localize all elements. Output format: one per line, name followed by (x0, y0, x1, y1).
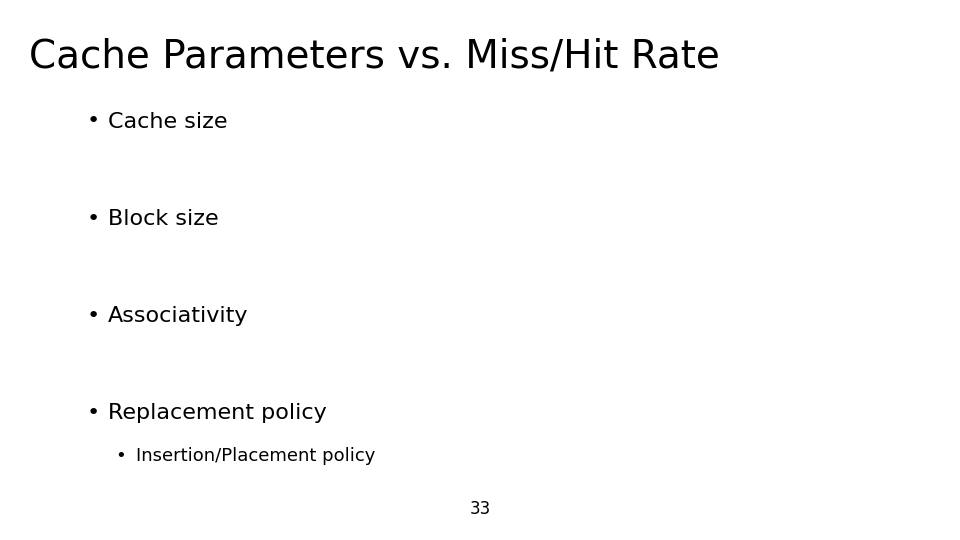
Text: •: • (86, 306, 100, 326)
Text: 33: 33 (469, 501, 491, 518)
Text: •: • (86, 111, 100, 132)
Text: Replacement policy: Replacement policy (108, 403, 326, 423)
Text: •: • (115, 447, 126, 465)
Text: Associativity: Associativity (108, 306, 248, 326)
Text: Block size: Block size (108, 208, 218, 229)
Text: •: • (86, 403, 100, 423)
Text: Cache size: Cache size (108, 111, 227, 132)
Text: Cache Parameters vs. Miss/Hit Rate: Cache Parameters vs. Miss/Hit Rate (29, 38, 720, 76)
Text: Insertion/Placement policy: Insertion/Placement policy (136, 447, 375, 465)
Text: •: • (86, 208, 100, 229)
